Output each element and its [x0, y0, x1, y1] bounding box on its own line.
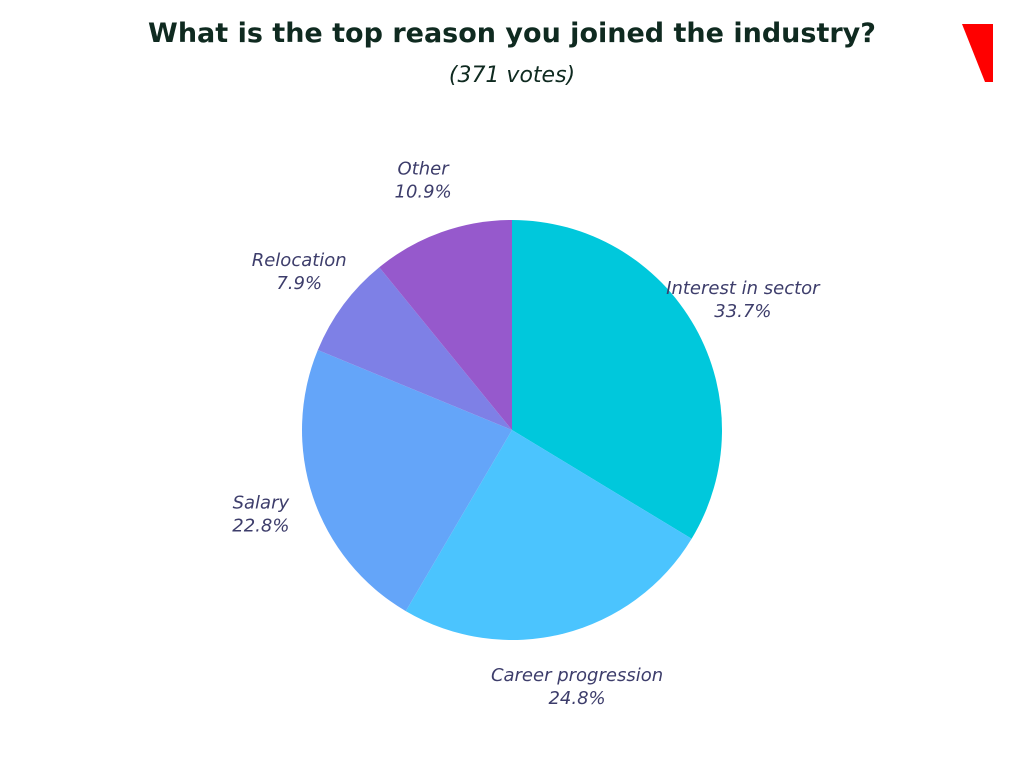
pie-slice — [512, 220, 722, 539]
pie-slice — [405, 430, 692, 641]
chart-subtitle: (371 votes) — [449, 63, 575, 88]
slice-label: Relocation — [252, 250, 347, 271]
slice-value-label: 7.9% — [276, 273, 322, 294]
slice-value-label: 24.8% — [548, 688, 605, 709]
slice-label: Interest in sector — [666, 278, 821, 299]
slice-label: Other — [398, 158, 451, 179]
slice-value-label: 33.7% — [714, 301, 771, 322]
logo — [962, 24, 993, 82]
slice-value-label: 10.9% — [395, 181, 452, 202]
slice-value-label: 22.8% — [232, 516, 289, 537]
chart-title: What is the top reason you joined the in… — [148, 18, 876, 49]
slice-label: Salary — [233, 493, 290, 514]
pie-slice — [379, 220, 512, 430]
pie-slice — [317, 267, 512, 430]
pie-slice — [301, 350, 512, 612]
slice-label: Career progression — [491, 665, 663, 686]
